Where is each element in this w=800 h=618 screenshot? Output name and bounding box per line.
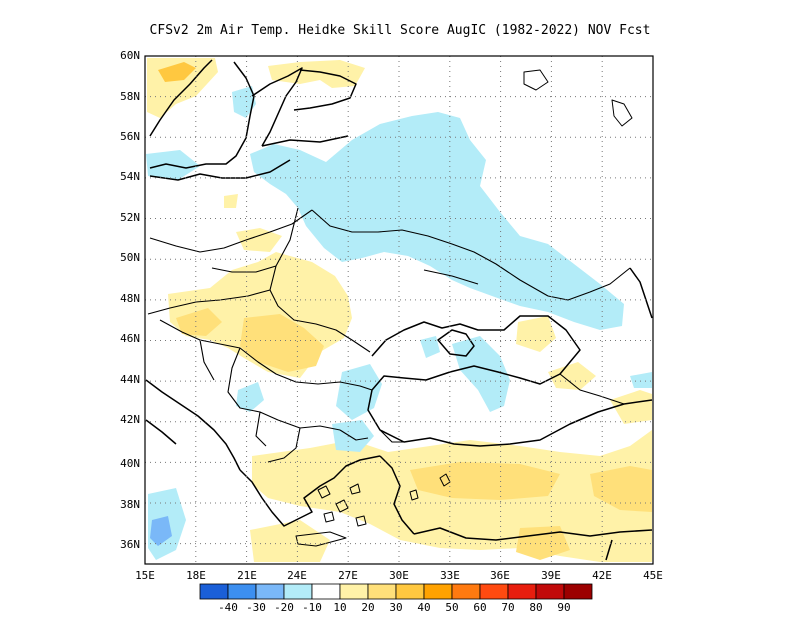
colorbar-label: -40	[218, 601, 238, 614]
border-lines	[147, 207, 631, 463]
coastline-baltic-south	[149, 159, 291, 181]
yellow2-area-anatolia-2	[590, 466, 652, 512]
yellow-area-south-central	[250, 520, 330, 562]
lat-label: 50N	[120, 251, 140, 264]
coastline-black-sea	[367, 315, 653, 447]
lat-label: 42N	[120, 413, 140, 426]
yellow-area-finland	[268, 60, 365, 88]
coastline-adriatic	[145, 379, 241, 471]
yellow2-area-austria	[176, 308, 222, 336]
lat-label: 56N	[120, 130, 140, 143]
cyan-area-sweden	[232, 86, 256, 118]
colorbar-label: -20	[274, 601, 294, 614]
colorbar-swatch	[535, 583, 565, 600]
colorbar-swatch	[199, 583, 229, 600]
yellow-area-caucasus	[610, 390, 652, 424]
cyan-area-dinaric	[236, 382, 264, 412]
yellow-area-azov	[516, 316, 556, 352]
coastlines-and-borders	[145, 59, 653, 561]
lon-label: 27E	[338, 569, 358, 582]
colorbar-swatch	[339, 583, 369, 600]
yellow2-area-levant	[516, 526, 570, 560]
blue-area-ionian	[150, 516, 172, 546]
cyan-area-aegean	[420, 336, 440, 358]
lat-label: 38N	[120, 498, 140, 511]
colorbar-label: 90	[557, 601, 570, 614]
coastline-turkey-south	[413, 527, 653, 541]
coastline-crimea	[437, 329, 475, 357]
colorbar-swatch	[255, 583, 285, 600]
colorbar-swatch	[311, 583, 341, 600]
coastline-caspian	[629, 267, 653, 319]
coastline-greece	[239, 455, 381, 527]
lat-label: 52N	[120, 211, 140, 224]
yellow2-area-hungary-romania	[240, 314, 324, 372]
colorbar-label: 20	[361, 601, 374, 614]
lat-label: 44N	[120, 373, 140, 386]
lat-label: 58N	[120, 90, 140, 103]
lon-label: 45E	[643, 569, 663, 582]
lat-label: 60N	[120, 49, 140, 62]
longitude-labels: 15E 18E 21E 24E 27E 30E 33E 36E 39E 42E …	[135, 569, 663, 582]
colorbar-swatch	[283, 583, 313, 600]
colorbar	[199, 583, 593, 600]
lon-label: 21E	[237, 569, 257, 582]
lon-label: 15E	[135, 569, 155, 582]
lon-label: 36E	[490, 569, 510, 582]
colorbar-swatch	[479, 583, 509, 600]
coastline-sweden-baltic	[149, 61, 255, 169]
colorbar-label: 30	[389, 601, 402, 614]
coastline-scandinavia	[149, 59, 213, 137]
lon-label: 24E	[287, 569, 307, 582]
colorbar-label: 70	[501, 601, 514, 614]
colorbar-label: 10	[333, 601, 346, 614]
colorbar-swatch	[367, 583, 397, 600]
cyan-area-belarus-ukraine	[250, 112, 624, 330]
colorbar-labels: -40 -30 -20 -10 10 20 30 40 50 60 70 80 …	[218, 601, 571, 614]
coastline-gulf-of-finland	[261, 135, 349, 147]
lat-label: 46N	[120, 332, 140, 345]
map-title: CFSv2 2m Air Temp. Heidke Skill Score Au…	[150, 23, 651, 38]
colorbar-label: -30	[246, 601, 266, 614]
cyan-area-east	[630, 372, 652, 388]
lon-label: 42E	[592, 569, 612, 582]
orange-area-north-norway	[158, 62, 196, 82]
lat-label: 54N	[120, 170, 140, 183]
colorbar-swatch	[423, 583, 453, 600]
coastline-italy	[145, 419, 177, 445]
colorbar-swatch	[395, 583, 425, 600]
lat-label: 36N	[120, 538, 140, 551]
colorbar-label: 60	[473, 601, 486, 614]
colorbar-swatch	[507, 583, 537, 600]
yellow-area-coast	[548, 362, 596, 390]
yellow-area-small-1	[224, 194, 238, 208]
lat-label: 40N	[120, 457, 140, 470]
colorbar-swatch	[227, 583, 257, 600]
colorbar-label: 50	[445, 601, 458, 614]
colorbar-label: 40	[417, 601, 430, 614]
colorbar-label: -10	[302, 601, 322, 614]
lon-label: 33E	[440, 569, 460, 582]
yellow2-area-anatolia-1	[410, 462, 560, 500]
coastline-finland	[293, 69, 357, 111]
lon-label: 30E	[389, 569, 409, 582]
shaded-fields	[146, 58, 652, 562]
map-frame	[144, 55, 654, 565]
colorbar-label: 80	[529, 601, 542, 614]
coastline-aegean-east	[379, 455, 415, 535]
lon-label: 18E	[186, 569, 206, 582]
colorbar-swatch	[563, 583, 593, 600]
yellow-area-germany	[236, 228, 282, 252]
latitude-labels: 60N 58N 56N 54N 52N 50N 48N 46N 44N 42N …	[120, 49, 140, 551]
map-panel: 60N 58N 56N 54N 52N 50N 48N 46N 44N 42N …	[120, 49, 663, 582]
colorbar-swatch	[451, 583, 481, 600]
cyan-area-black-sea-coast	[332, 420, 374, 452]
lat-label: 48N	[120, 292, 140, 305]
cyan-area-black-sea-west	[336, 364, 382, 420]
coastline-gulf-of-bothnia	[251, 67, 303, 147]
lon-label: 39E	[541, 569, 561, 582]
